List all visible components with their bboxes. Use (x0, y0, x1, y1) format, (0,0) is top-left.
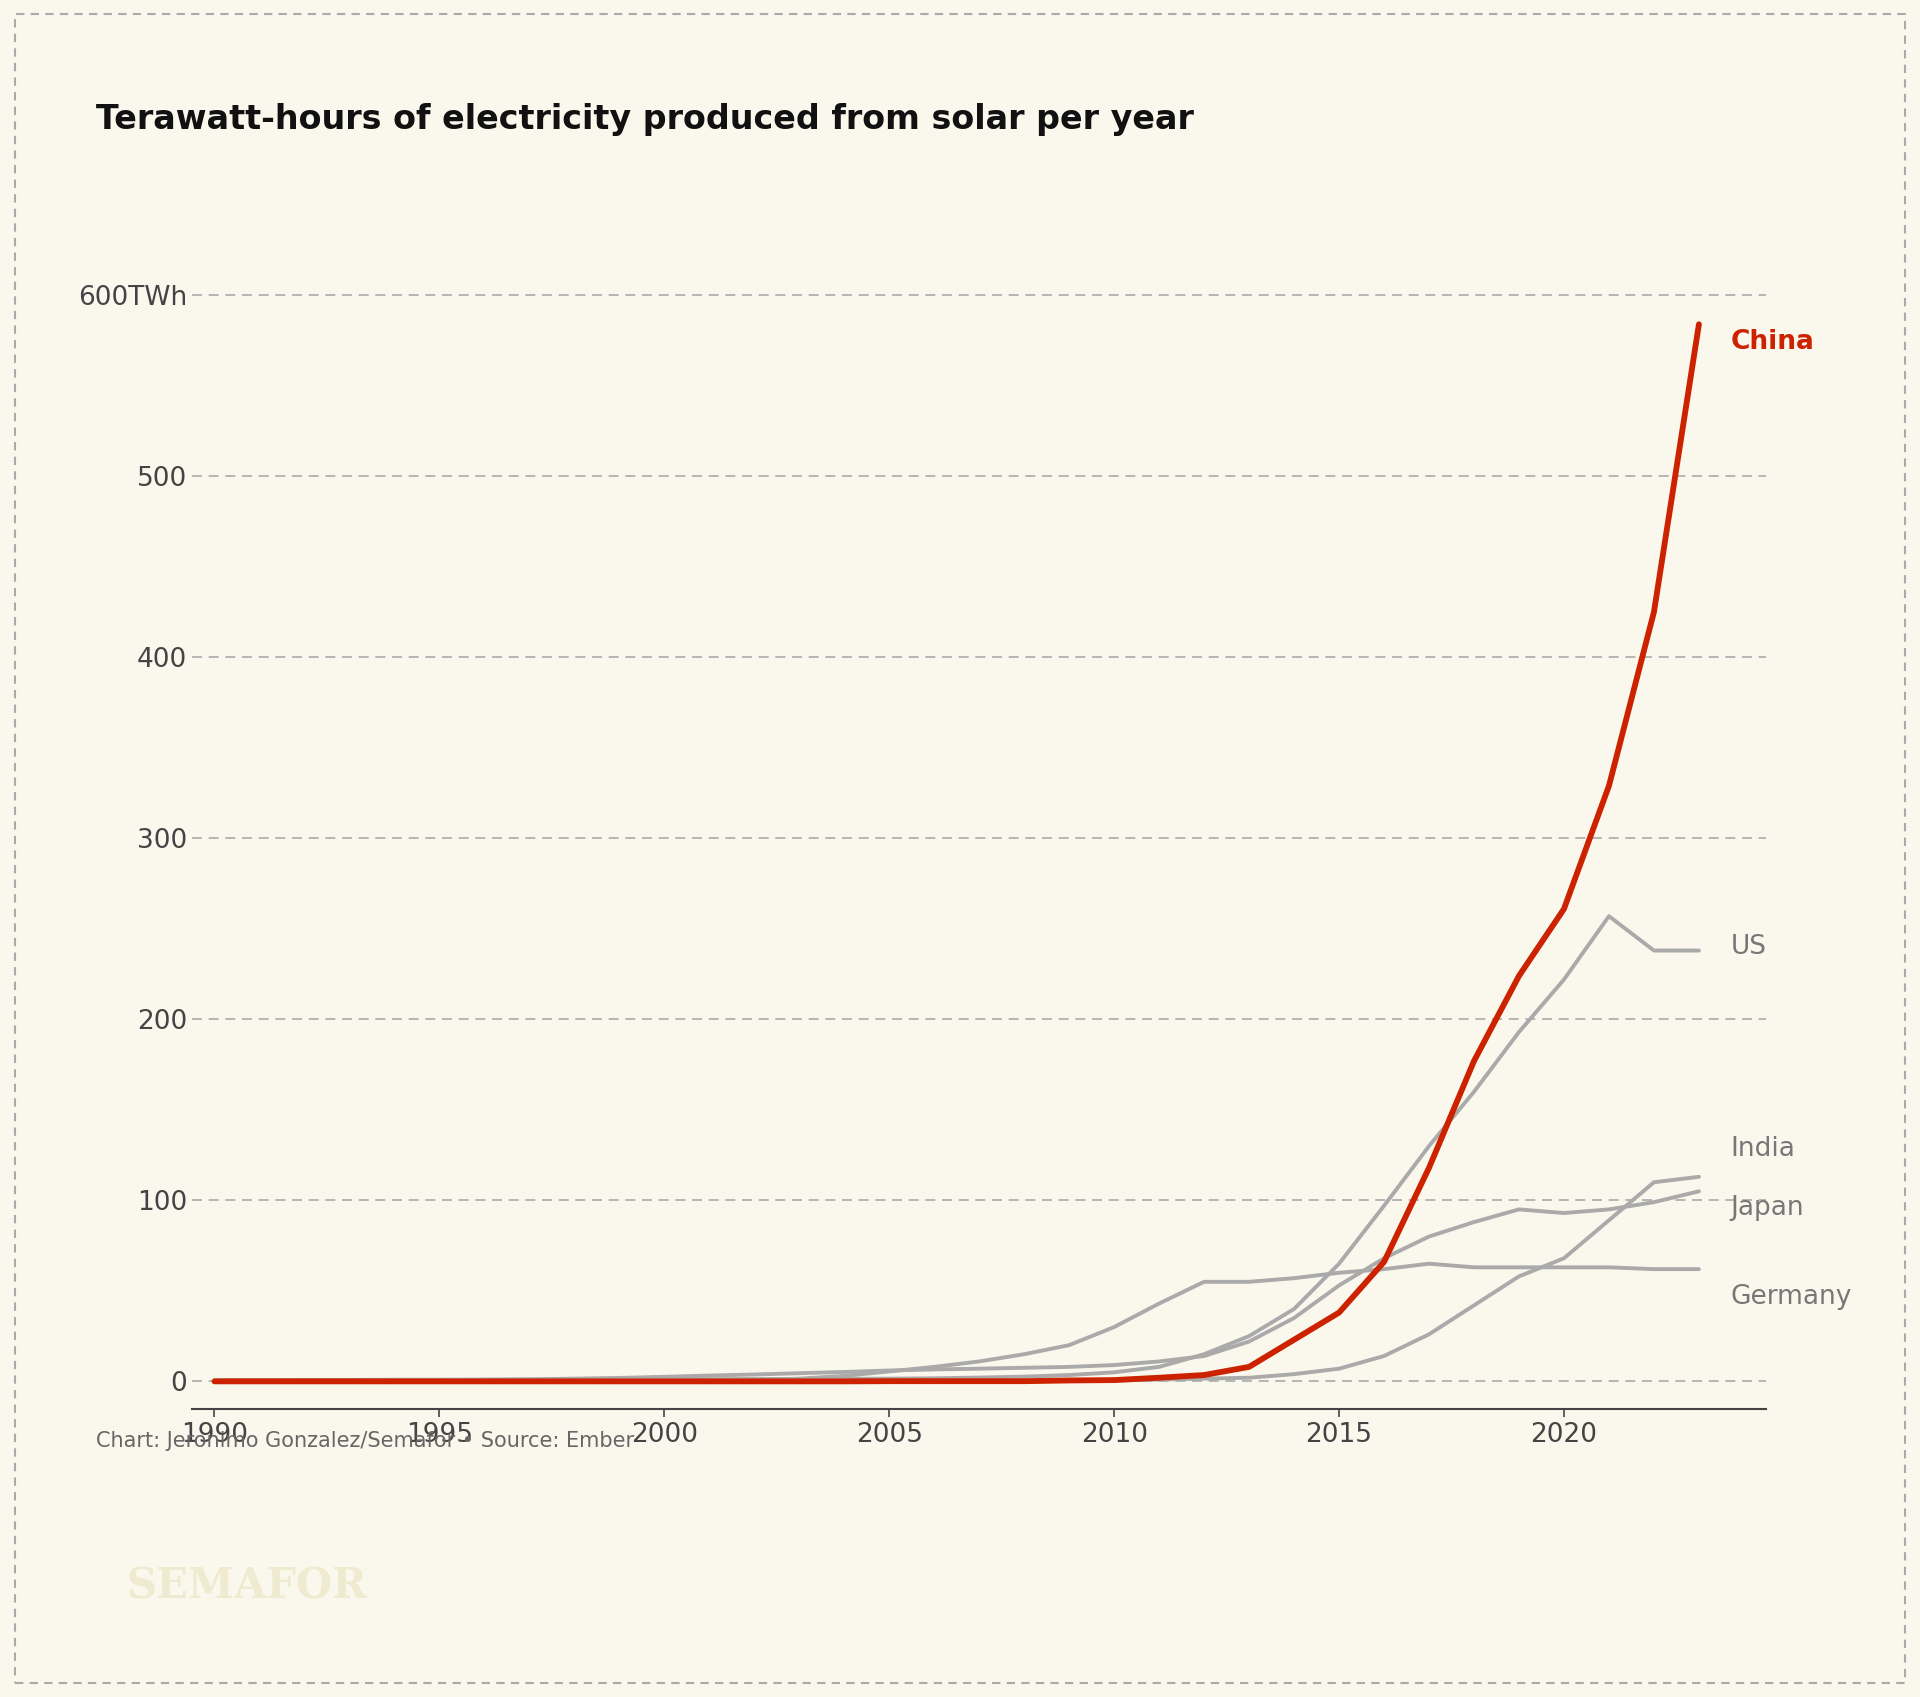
Text: US: US (1730, 933, 1766, 961)
Text: SEMAFOR: SEMAFOR (127, 1566, 367, 1607)
Text: Japan: Japan (1730, 1195, 1805, 1220)
Text: Terawatt-hours of electricity produced from solar per year: Terawatt-hours of electricity produced f… (96, 104, 1194, 136)
Text: India: India (1730, 1137, 1795, 1162)
Text: Germany: Germany (1730, 1283, 1851, 1310)
Text: Chart: Jeronimo Gonzalez/Semafor • Source: Ember: Chart: Jeronimo Gonzalez/Semafor • Sourc… (96, 1431, 634, 1451)
Text: China: China (1730, 329, 1814, 355)
